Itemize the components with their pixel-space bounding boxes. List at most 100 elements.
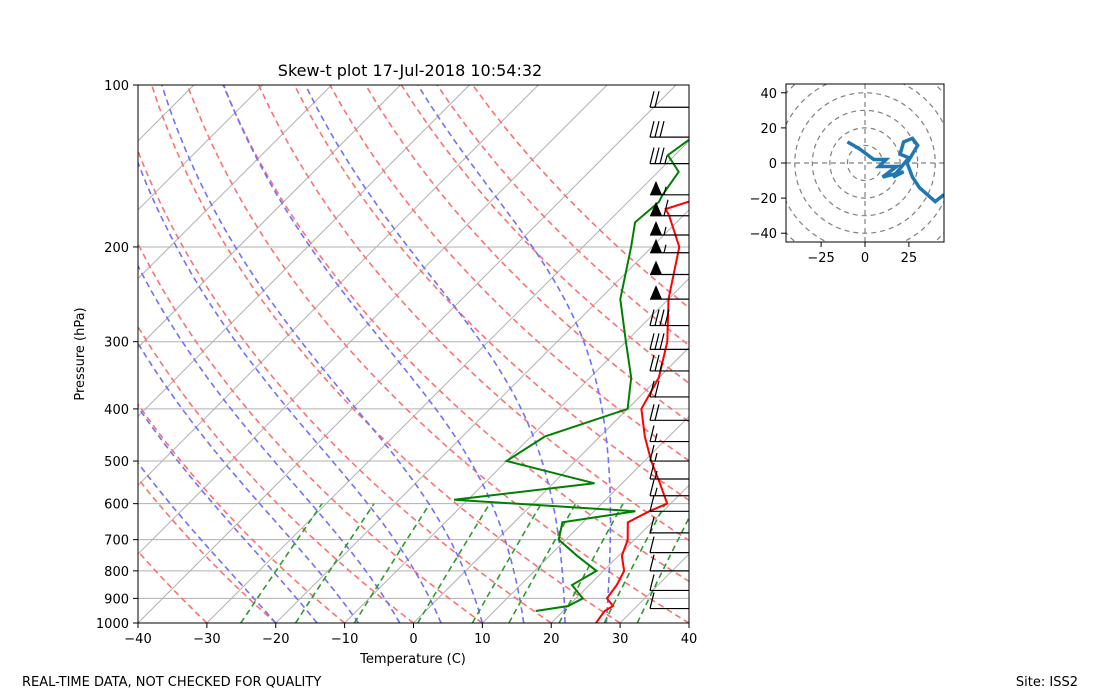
dry-adiabat-line [138, 148, 552, 623]
isotherm-line [138, 85, 195, 142]
skewt-y-tick-label: 800 [104, 565, 129, 580]
dry-adiabat-line [329, 85, 689, 462]
wind-barb [650, 238, 689, 254]
wind-barb [649, 462, 689, 480]
skewt-y-tick-label: 100 [104, 79, 129, 94]
skewt-x-tick-label: −40 [124, 632, 151, 647]
skewt-plot-frame [137, 84, 690, 624]
skewt-x-tick-label: −30 [193, 632, 220, 647]
wind-barb [649, 536, 689, 554]
wind-barb [649, 554, 689, 572]
wind-barb [649, 592, 689, 610]
isotherm-line [688, 622, 689, 623]
mixing-ratio-line [353, 503, 431, 623]
mixing-ratio-line [417, 503, 491, 623]
wind-barb [649, 404, 689, 421]
isotherm-line [413, 346, 689, 623]
skewt-y-tick-label: 400 [104, 403, 129, 418]
moist-adiabat-line [138, 264, 401, 623]
wind-barb [649, 444, 689, 462]
mixing-ratio-line [636, 516, 689, 623]
skewt-y-tick-label: 700 [104, 534, 129, 549]
site-label: Site: ISS2 [1015, 675, 1078, 690]
dry-adiabat-line [365, 85, 689, 423]
dry-adiabat-line [436, 85, 689, 347]
isotherm-line [138, 85, 332, 280]
isotherm-line [138, 85, 677, 623]
skewt-x-tick-label: 40 [681, 632, 698, 647]
isotherm-line [138, 85, 470, 418]
skewt-x-tick-label: −10 [331, 632, 358, 647]
moist-adiabat-line [138, 405, 318, 623]
skewt-background-lines [0, 85, 689, 623]
isotherm-line [206, 140, 689, 623]
moist-adiabat-line [222, 85, 525, 623]
dry-adiabat-line [138, 477, 277, 623]
moist-adiabat-line [138, 160, 442, 623]
moist-adiabat-line [138, 341, 360, 623]
mixing-ratio-line [471, 503, 542, 623]
temperature-trace [595, 200, 689, 623]
dry-adiabat-line [138, 402, 346, 623]
isotherm-line [138, 85, 401, 349]
wind-barb [649, 309, 689, 327]
wind-barb [650, 220, 689, 236]
wind-barb [650, 199, 689, 217]
wind-barb [649, 495, 689, 512]
wind-barb [649, 380, 689, 398]
dry-adiabat-line [293, 85, 689, 502]
isotherm-line [138, 85, 264, 211]
wind-barb [650, 260, 689, 276]
isotherm-line [619, 553, 689, 623]
skewt-x-tick-label: 30 [612, 632, 629, 647]
skewt-x-tick-label: 0 [409, 632, 417, 647]
skewt-title: Skew-t plot 17-Jul-2018 10:54:32 [278, 61, 542, 80]
skewt-y-tick-label: 900 [104, 592, 129, 607]
skewt-x-tick-label: 10 [474, 632, 491, 647]
isotherm-line [550, 484, 689, 623]
dry-adiabat-line [138, 550, 208, 623]
skewt-y-axis-label: Pressure (hPa) [73, 307, 88, 400]
wind-barb [649, 425, 689, 443]
skewt-x-axis-label: Temperature (C) [359, 652, 466, 667]
skewt-y-tick-label: 200 [104, 241, 129, 256]
wind-barb [649, 354, 689, 372]
isotherm-line [344, 277, 689, 623]
dry-adiabat-line [138, 325, 414, 623]
moist-adiabat-line [138, 461, 277, 623]
wind-barb [649, 120, 689, 138]
dry-adiabat-line [400, 85, 689, 385]
isotherm-line [138, 85, 539, 487]
mixing-ratio-line [294, 503, 375, 623]
wind-barb [649, 147, 689, 165]
wind-barb [649, 479, 689, 497]
isotherm-line [482, 415, 689, 623]
wind-barb [649, 91, 689, 108]
skewt-y-tick-label: 500 [104, 455, 129, 470]
dry-adiabat-line [150, 85, 621, 623]
wind-barb-column [649, 91, 689, 610]
skewt-y-tick-label: 300 [104, 336, 129, 351]
isotherm-line [0, 85, 56, 623]
skewt-y-tick-label: 1000 [96, 617, 129, 632]
skewt-x-tick-label: −20 [262, 632, 289, 647]
skewt-series-layer [453, 138, 689, 623]
dry-adiabat-line [257, 85, 689, 542]
moist-adiabat-line [304, 85, 566, 623]
isotherm-line [138, 85, 608, 555]
mixing-ratio-line [240, 503, 323, 623]
wind-barb [649, 333, 689, 350]
wind-barb [650, 180, 689, 196]
moist-adiabat-line [161, 85, 484, 623]
dry-adiabat-line [138, 242, 483, 623]
dewpoint-trace [453, 138, 689, 612]
wind-barb [649, 574, 689, 592]
dry-adiabat-line [186, 85, 689, 623]
wind-barb [649, 516, 689, 534]
skewt-x-tick-label: 20 [543, 632, 560, 647]
moist-adiabat-line [417, 85, 612, 623]
wind-barb [650, 285, 689, 300]
dry-adiabat-line [472, 85, 689, 309]
skewt-y-axis: 100 200 300 400 500 600 700 800 900 1000 [96, 79, 138, 632]
